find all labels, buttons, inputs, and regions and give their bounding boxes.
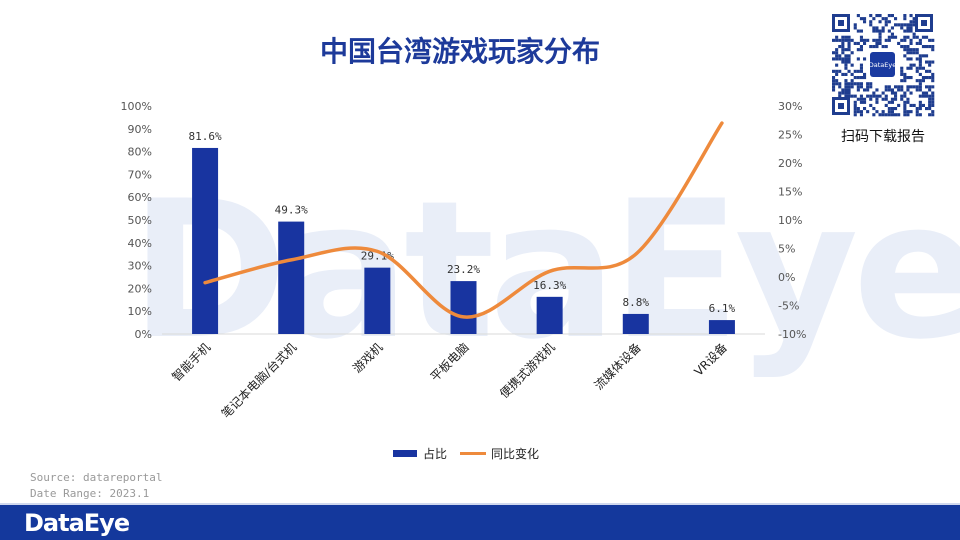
right-axis: -10% -5% 0% 5% 10% 15% 20% 25% 30% xyxy=(778,100,806,341)
left-tick-label: 10% xyxy=(128,305,152,318)
source-note: Source: datareportal Date Range: 2023.1 xyxy=(30,470,162,502)
left-tick-label: 30% xyxy=(128,260,152,273)
right-tick-label: -10% xyxy=(778,328,806,341)
legend-swatch-bar xyxy=(393,450,417,457)
bar-data-label: 23.2% xyxy=(447,263,480,276)
bar-data-label: 81.6% xyxy=(189,130,222,143)
bar-data-labels: 81.6% 49.3% 29.1% 23.2% 16.3% 8.8% 6.1% xyxy=(189,130,736,315)
left-tick-label: 20% xyxy=(128,282,152,295)
right-tick-label: 10% xyxy=(778,214,802,227)
qr-code[interactable]: DataEye xyxy=(830,12,935,117)
left-tick-label: 100% xyxy=(121,100,152,113)
bar xyxy=(278,221,305,334)
category-label: 笔记本电脑/台式机 xyxy=(218,340,299,421)
footer-logo: DataEye xyxy=(24,509,130,537)
bar xyxy=(536,296,563,334)
category-label: VR设备 xyxy=(691,340,730,379)
right-tick-label: -5% xyxy=(778,300,799,313)
qr-caption: 扫码下载报告 xyxy=(841,129,925,145)
left-tick-label: 40% xyxy=(128,237,152,250)
left-tick-label: 70% xyxy=(128,168,152,181)
left-tick-label: 0% xyxy=(135,328,152,341)
left-tick-label: 50% xyxy=(128,214,152,227)
left-axis: 0% 10% 20% 30% 40% 50% 60% 70% 80% 90% 100% xyxy=(121,100,152,341)
left-tick-label: 80% xyxy=(128,146,152,159)
left-tick-label: 90% xyxy=(128,123,152,136)
right-tick-label: 25% xyxy=(778,129,802,142)
category-labels: 智能手机 笔记本电脑/台式机 游戏机 平板电脑 便携式游戏机 流媒体设备 VR设备 xyxy=(169,340,730,421)
bar-data-label: 16.3% xyxy=(533,279,566,292)
source-line: Source: datareportal xyxy=(30,471,163,484)
bar xyxy=(192,147,219,334)
yoy-line xyxy=(203,121,724,319)
chart-title: 中国台湾游戏玩家分布 xyxy=(319,35,600,68)
bar-data-label: 49.3% xyxy=(275,204,308,217)
qr-center-logo: DataEye xyxy=(869,61,896,69)
category-label: 游戏机 xyxy=(350,340,385,375)
right-tick-label: 20% xyxy=(778,157,802,170)
legend-label-line: 同比变化 xyxy=(491,446,539,461)
bar xyxy=(622,313,649,334)
legend-label-bar: 占比 xyxy=(423,446,447,461)
bar-series xyxy=(192,147,735,334)
category-label: 智能手机 xyxy=(169,340,214,385)
bar-data-label: 6.1% xyxy=(709,302,736,315)
left-tick-label: 60% xyxy=(128,191,152,204)
right-tick-label: 5% xyxy=(778,243,795,256)
bar xyxy=(450,281,477,334)
right-tick-label: 0% xyxy=(778,271,795,284)
bar-data-label: 29.1% xyxy=(361,250,394,263)
date-range-line: Date Range: 2023.1 xyxy=(30,487,150,500)
right-tick-label: 30% xyxy=(778,100,802,113)
footer-divider xyxy=(0,503,960,505)
category-label: 流媒体设备 xyxy=(592,340,644,392)
right-tick-label: 15% xyxy=(778,186,802,199)
legend: 占比 同比变化 xyxy=(393,446,539,461)
bar-data-label: 8.8% xyxy=(623,296,650,309)
dataeye-watermark: DataEye xyxy=(130,160,960,381)
category-label: 平板电脑 xyxy=(428,340,472,384)
bar xyxy=(364,267,391,334)
footer-bar: DataEye xyxy=(0,505,960,540)
bar xyxy=(708,320,735,334)
category-label: 便携式游戏机 xyxy=(496,340,558,402)
